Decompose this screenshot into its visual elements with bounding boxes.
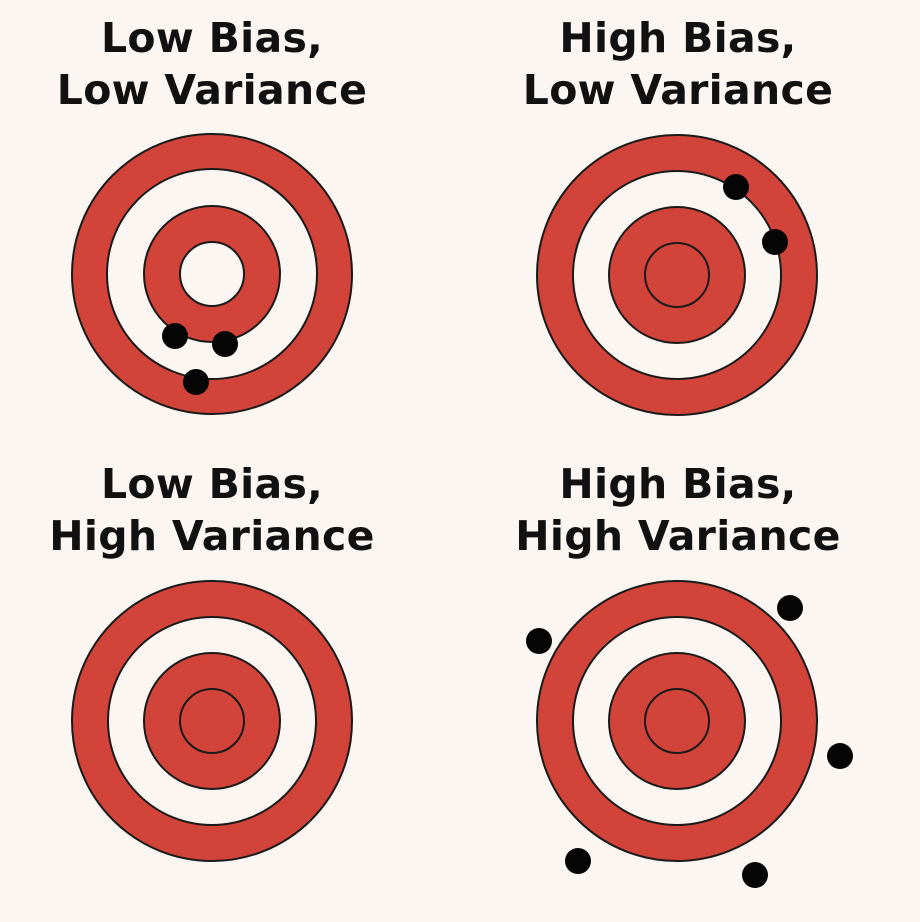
title-line-2: High Variance [515,512,841,560]
hit-dot [762,229,788,255]
panel-title-low-bias-high-variance: Low Bias, High Variance [22,458,402,562]
title-line-2: Low Variance [56,66,368,114]
title-line-1: Low Bias, [100,14,324,62]
panel-title-high-bias-high-variance: High Bias, High Variance [488,458,868,562]
hit-dot [742,862,768,888]
target-low-bias-high-variance [71,580,353,862]
hit-dot [183,369,209,395]
panel-title-low-bias-low-variance: Low Bias, Low Variance [22,12,402,116]
bullseye [644,688,710,754]
hit-dot [723,174,749,200]
bullseye [179,688,245,754]
hit-dot [565,848,591,874]
title-line-2: High Variance [49,512,375,560]
title-line-1: High Bias, [559,460,797,508]
hit-dot [526,628,552,654]
panel-title-high-bias-low-variance: High Bias, Low Variance [488,12,868,116]
title-line-1: Low Bias, [100,460,324,508]
title-line-2: Low Variance [522,66,834,114]
bullseye [644,242,710,308]
target-high-bias-low-variance [536,134,818,416]
target-low-bias-low-variance [71,133,353,415]
hit-dot [827,743,853,769]
hit-dot [777,595,803,621]
hit-dot [212,331,238,357]
title-line-1: High Bias, [559,14,797,62]
target-high-bias-high-variance [526,580,853,888]
hit-dot [162,323,188,349]
bullseye [179,241,245,307]
